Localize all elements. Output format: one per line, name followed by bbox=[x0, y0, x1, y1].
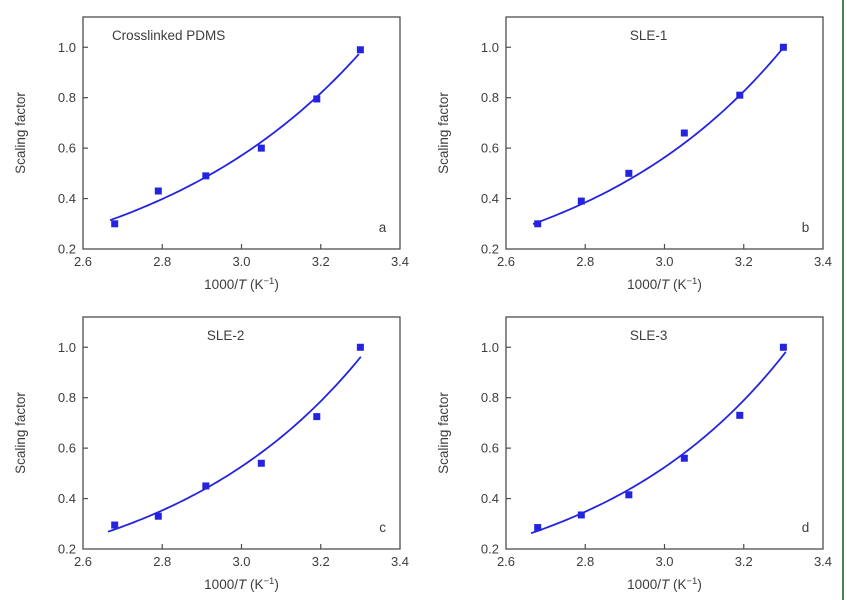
chart-d: 2.6 2.8 3.0 3.2 3.4 0.2 0.4 0.6 0.8 1.0 SLE-3 d 1000… bbox=[436, 316, 832, 592]
data-point bbox=[680, 454, 688, 462]
x-axis-label: 1000/T (K−1) bbox=[204, 276, 279, 292]
data-point bbox=[111, 220, 119, 228]
data-point bbox=[625, 169, 633, 177]
data-point bbox=[736, 411, 744, 419]
y-tick-label: 1.0 bbox=[58, 40, 76, 55]
y-axis-label: Scaling factor bbox=[13, 392, 28, 474]
x-tick-label: 3.4 bbox=[814, 554, 832, 569]
x-tick-label: 3.4 bbox=[391, 554, 409, 569]
page-right-border-line bbox=[842, 0, 844, 600]
plot-frame bbox=[82, 16, 401, 250]
y-tick-label: 0.4 bbox=[481, 491, 499, 506]
x-tick-label: 3.4 bbox=[391, 254, 409, 269]
panel-title: SLE-3 bbox=[630, 328, 668, 343]
y-tick-label: 0.8 bbox=[481, 90, 499, 105]
data-point bbox=[356, 343, 364, 351]
panel-title: Crosslinked PDMS bbox=[112, 28, 225, 43]
data-point bbox=[257, 144, 265, 152]
x-tick-label: 2.6 bbox=[74, 554, 92, 569]
plot-frame bbox=[505, 316, 824, 550]
plot-frame bbox=[505, 16, 824, 250]
y-tick-label: 0.4 bbox=[58, 491, 76, 506]
y-tick-label: 0.2 bbox=[58, 242, 76, 257]
x-tick-label: 2.8 bbox=[153, 254, 171, 269]
fit-curve bbox=[530, 351, 787, 534]
x-tick-label: 3.2 bbox=[312, 254, 330, 269]
y-tick-label: 1.0 bbox=[481, 340, 499, 355]
y-tick-label: 1.0 bbox=[58, 340, 76, 355]
data-point bbox=[154, 187, 162, 195]
y-tick-label: 0.6 bbox=[481, 141, 499, 156]
y-tick-label: 0.2 bbox=[481, 242, 499, 257]
x-tick-label: 2.6 bbox=[497, 254, 515, 269]
panel-letter: d bbox=[802, 520, 810, 535]
panel-b: 2.6 2.8 3.0 3.2 3.4 0.2 0.4 0.6 0.8 1.0 SLE-1 b 1000… bbox=[423, 0, 846, 300]
data-point bbox=[577, 197, 585, 205]
x-tick-label: 2.6 bbox=[74, 254, 92, 269]
y-tick-label: 0.6 bbox=[58, 441, 76, 456]
data-point bbox=[680, 129, 688, 137]
y-axis-label: Scaling factor bbox=[436, 92, 451, 174]
x-axis-label: 1000/T (K−1) bbox=[627, 276, 702, 292]
data-point bbox=[111, 521, 119, 529]
panel-d: 2.6 2.8 3.0 3.2 3.4 0.2 0.4 0.6 0.8 1.0 SLE-3 d 1000… bbox=[423, 300, 846, 600]
y-tick-label: 0.6 bbox=[58, 141, 76, 156]
y-tick-label: 0.6 bbox=[481, 441, 499, 456]
panel-c: 2.6 2.8 3.0 3.2 3.4 0.2 0.4 0.6 0.8 1.0 SLE-2 c 1000… bbox=[0, 300, 423, 600]
data-point bbox=[202, 172, 210, 180]
fit-curve bbox=[532, 46, 785, 225]
x-tick-label: 3.0 bbox=[655, 554, 673, 569]
data-point bbox=[577, 511, 585, 519]
x-tick-label: 3.4 bbox=[814, 254, 832, 269]
panel-title: SLE-2 bbox=[207, 328, 245, 343]
y-tick-label: 1.0 bbox=[481, 40, 499, 55]
data-point bbox=[736, 91, 744, 99]
panel-letter: c bbox=[379, 520, 386, 535]
fit-curve bbox=[109, 53, 360, 221]
x-tick-label: 2.8 bbox=[576, 554, 594, 569]
x-axis-label: 1000/T (K−1) bbox=[204, 576, 279, 592]
y-tick-label: 0.8 bbox=[481, 390, 499, 405]
x-tick-label: 3.2 bbox=[735, 554, 753, 569]
data-point bbox=[534, 220, 542, 228]
data-point bbox=[257, 459, 265, 467]
panel-letter: b bbox=[802, 220, 810, 235]
x-tick-label: 2.8 bbox=[153, 554, 171, 569]
y-tick-label: 0.8 bbox=[58, 90, 76, 105]
x-tick-label: 3.0 bbox=[232, 254, 250, 269]
x-tick-label: 3.0 bbox=[232, 554, 250, 569]
y-tick-label: 0.8 bbox=[58, 390, 76, 405]
data-point bbox=[356, 46, 364, 54]
x-tick-label: 2.6 bbox=[497, 554, 515, 569]
data-point bbox=[313, 413, 321, 421]
x-tick-label: 3.2 bbox=[312, 554, 330, 569]
x-axis-label: 1000/T (K−1) bbox=[627, 576, 702, 592]
data-point bbox=[779, 43, 787, 51]
data-point bbox=[625, 491, 633, 499]
y-axis-label: Scaling factor bbox=[13, 92, 28, 174]
y-tick-label: 0.2 bbox=[481, 542, 499, 557]
x-tick-label: 2.8 bbox=[576, 254, 594, 269]
x-tick-label: 3.2 bbox=[735, 254, 753, 269]
chart-b: 2.6 2.8 3.0 3.2 3.4 0.2 0.4 0.6 0.8 1.0 SLE-1 b 1000… bbox=[436, 16, 832, 292]
panel-letter: a bbox=[379, 220, 387, 235]
data-point bbox=[779, 343, 787, 351]
y-axis-label: Scaling factor bbox=[436, 392, 451, 474]
chart-c: 2.6 2.8 3.0 3.2 3.4 0.2 0.4 0.6 0.8 1.0 SLE-2 c 1000… bbox=[13, 316, 409, 592]
data-point bbox=[154, 512, 162, 520]
plot-frame bbox=[82, 316, 401, 550]
fit-curve bbox=[107, 356, 362, 533]
data-point bbox=[202, 482, 210, 490]
y-tick-label: 0.4 bbox=[481, 191, 499, 206]
y-tick-label: 0.4 bbox=[58, 191, 76, 206]
y-tick-label: 0.2 bbox=[58, 542, 76, 557]
panel-a: 2.6 2.8 3.0 3.2 3.4 0.2 0.4 0.6 0.8 1.0 Crosslinke… bbox=[0, 0, 423, 300]
panel-title: SLE-1 bbox=[630, 28, 668, 43]
data-point bbox=[534, 524, 542, 532]
chart-a: 2.6 2.8 3.0 3.2 3.4 0.2 0.4 0.6 0.8 1.0 Crosslinke… bbox=[13, 16, 409, 292]
x-tick-label: 3.0 bbox=[655, 254, 673, 269]
data-point bbox=[313, 95, 321, 103]
